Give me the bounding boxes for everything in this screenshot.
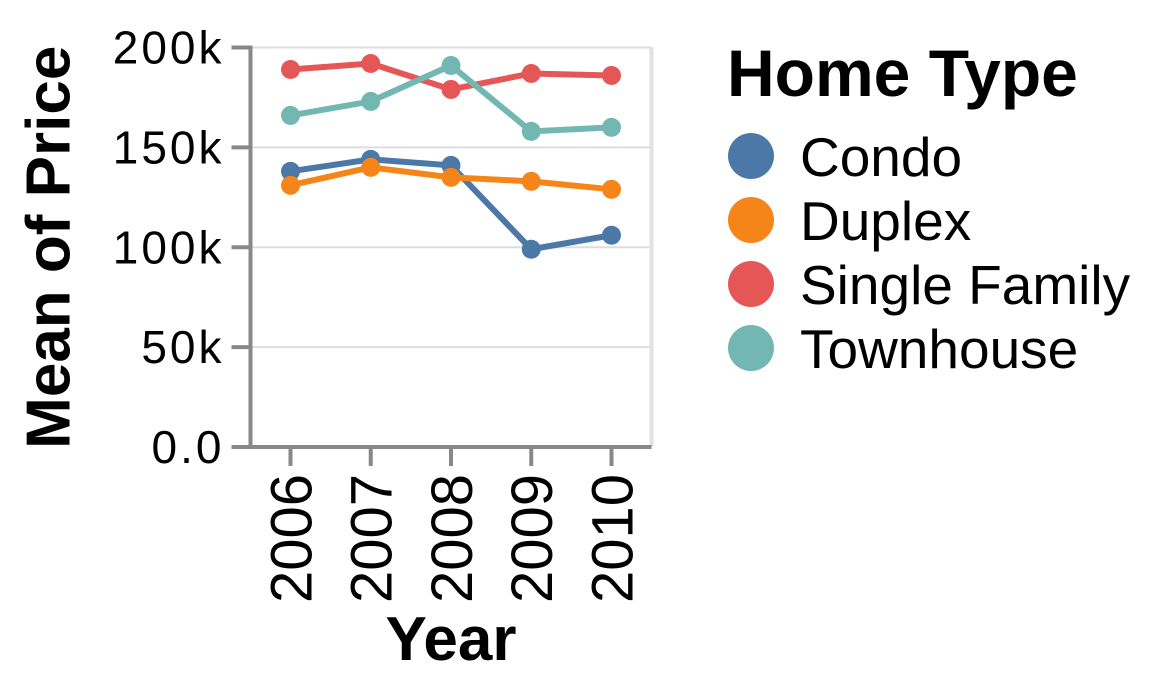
legend-swatch-townhouse bbox=[728, 325, 774, 371]
series-condo bbox=[281, 149, 621, 259]
x-tick-label: 2007 bbox=[340, 474, 405, 603]
x-axis-title: Year bbox=[385, 605, 516, 674]
y-tick-label: 150k bbox=[113, 121, 225, 173]
point-duplex-2008 bbox=[441, 167, 461, 187]
y-tick-label: 0.0 bbox=[152, 421, 225, 473]
point-condo-2006 bbox=[281, 161, 300, 181]
series-duplex bbox=[281, 157, 621, 199]
legend-item-duplex: Duplex bbox=[728, 190, 971, 252]
legend-label-townhouse: Townhouse bbox=[800, 318, 1078, 380]
point-townhouse-2008 bbox=[441, 55, 461, 75]
point-townhouse-2006 bbox=[281, 105, 300, 125]
x-tick-label: 2009 bbox=[500, 474, 565, 603]
x-tick-label: 2008 bbox=[420, 474, 485, 603]
point-single-family-2006 bbox=[281, 59, 300, 79]
legend-title: Home Type bbox=[727, 36, 1078, 110]
axis-titles-layer: Mean of Price Year bbox=[15, 46, 517, 674]
point-duplex-2006 bbox=[281, 175, 300, 195]
point-duplex-2009 bbox=[521, 171, 541, 191]
y-tick-label: 50k bbox=[141, 321, 224, 373]
point-townhouse-2007 bbox=[361, 91, 381, 111]
legend-label-condo: Condo bbox=[800, 126, 962, 188]
point-duplex-2007 bbox=[361, 157, 381, 177]
point-townhouse-2009 bbox=[521, 121, 541, 141]
series-townhouse bbox=[281, 55, 621, 141]
legend-swatch-condo bbox=[728, 133, 774, 179]
legend-item-condo: Condo bbox=[728, 126, 962, 188]
point-townhouse-2010 bbox=[602, 117, 621, 137]
point-single-family-2009 bbox=[521, 63, 541, 83]
gridlines-layer bbox=[250, 46, 654, 447]
point-duplex-2010 bbox=[602, 179, 621, 199]
point-single-family-2010 bbox=[602, 65, 621, 85]
legend-label-duplex: Duplex bbox=[800, 190, 971, 252]
x-tick-label: 2006 bbox=[259, 474, 324, 603]
series-layer bbox=[281, 53, 621, 259]
legend-item-townhouse: Townhouse bbox=[728, 318, 1078, 380]
point-single-family-2008 bbox=[441, 79, 461, 99]
point-condo-2009 bbox=[521, 239, 541, 259]
series-single-family bbox=[281, 53, 621, 99]
point-condo-2010 bbox=[602, 225, 621, 245]
y-tick-label: 100k bbox=[113, 221, 225, 273]
legend-label-single-family: Single Family bbox=[800, 254, 1131, 316]
x-tick-label: 2010 bbox=[580, 474, 645, 603]
legend-swatch-duplex bbox=[728, 197, 774, 243]
legend-item-single-family: Single Family bbox=[728, 254, 1131, 316]
legend-swatch-single-family bbox=[728, 261, 774, 307]
y-tick-label: 200k bbox=[113, 22, 225, 74]
y-axis-title: Mean of Price bbox=[15, 46, 84, 449]
axes-layer: 0.0 50k 100k 150k 200k 2006 2007 2008 2009 2010 bbox=[113, 22, 652, 603]
point-single-family-2007 bbox=[361, 53, 381, 73]
